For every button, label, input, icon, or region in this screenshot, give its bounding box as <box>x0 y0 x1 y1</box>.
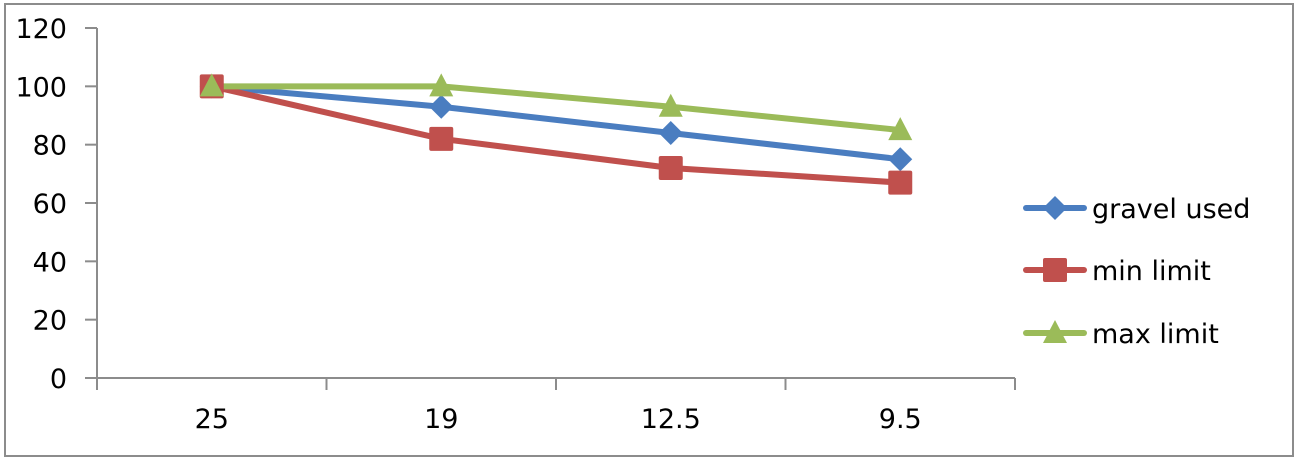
y-tick-label: 60 <box>33 189 67 220</box>
y-axis-ticks: 0 20 40 60 80 100 120 <box>15 14 97 395</box>
diamond-marker <box>888 147 913 172</box>
legend-label: gravel used <box>1092 194 1250 225</box>
square-marker <box>429 126 454 151</box>
diamond-marker <box>658 121 683 145</box>
triangle-marker <box>1043 320 1067 343</box>
axes <box>85 28 1015 390</box>
legend-label: min limit <box>1092 256 1211 287</box>
series-max-limit <box>208 83 904 134</box>
square-marker <box>888 170 913 195</box>
square-marker <box>1043 258 1067 282</box>
triangle-marker <box>888 117 913 141</box>
legend-label: max limit <box>1092 319 1219 350</box>
square-marker <box>658 156 683 180</box>
y-tick-label: 120 <box>15 14 67 45</box>
y-tick-label: 100 <box>15 72 67 103</box>
y-tick-label: 20 <box>33 306 67 337</box>
y-tick-label: 0 <box>50 364 67 395</box>
legend-item-max-limit: max limit <box>1023 319 1219 350</box>
series-gravel-used <box>208 83 904 163</box>
x-tick-label: 12.5 <box>641 404 701 435</box>
triangle-marker <box>658 93 683 117</box>
x-tick-label: 9.5 <box>879 404 922 435</box>
triangle-marker <box>429 73 454 97</box>
x-tick-label: 19 <box>424 404 458 435</box>
legend: gravel used min limit max limit <box>1023 194 1250 350</box>
x-axis-ticks: 25 19 12.5 9.5 <box>96 378 1016 435</box>
x-tick-label: 25 <box>195 404 229 435</box>
diamond-marker <box>1043 196 1067 220</box>
triangle-marker <box>199 73 224 97</box>
series-min-limit <box>208 83 904 186</box>
y-tick-label: 80 <box>33 131 67 162</box>
legend-item-min-limit: min limit <box>1023 256 1211 287</box>
y-tick-label: 40 <box>33 247 67 278</box>
legend-item-gravel-used: gravel used <box>1023 194 1250 225</box>
diamond-marker <box>429 94 454 119</box>
series-lines <box>199 73 913 195</box>
